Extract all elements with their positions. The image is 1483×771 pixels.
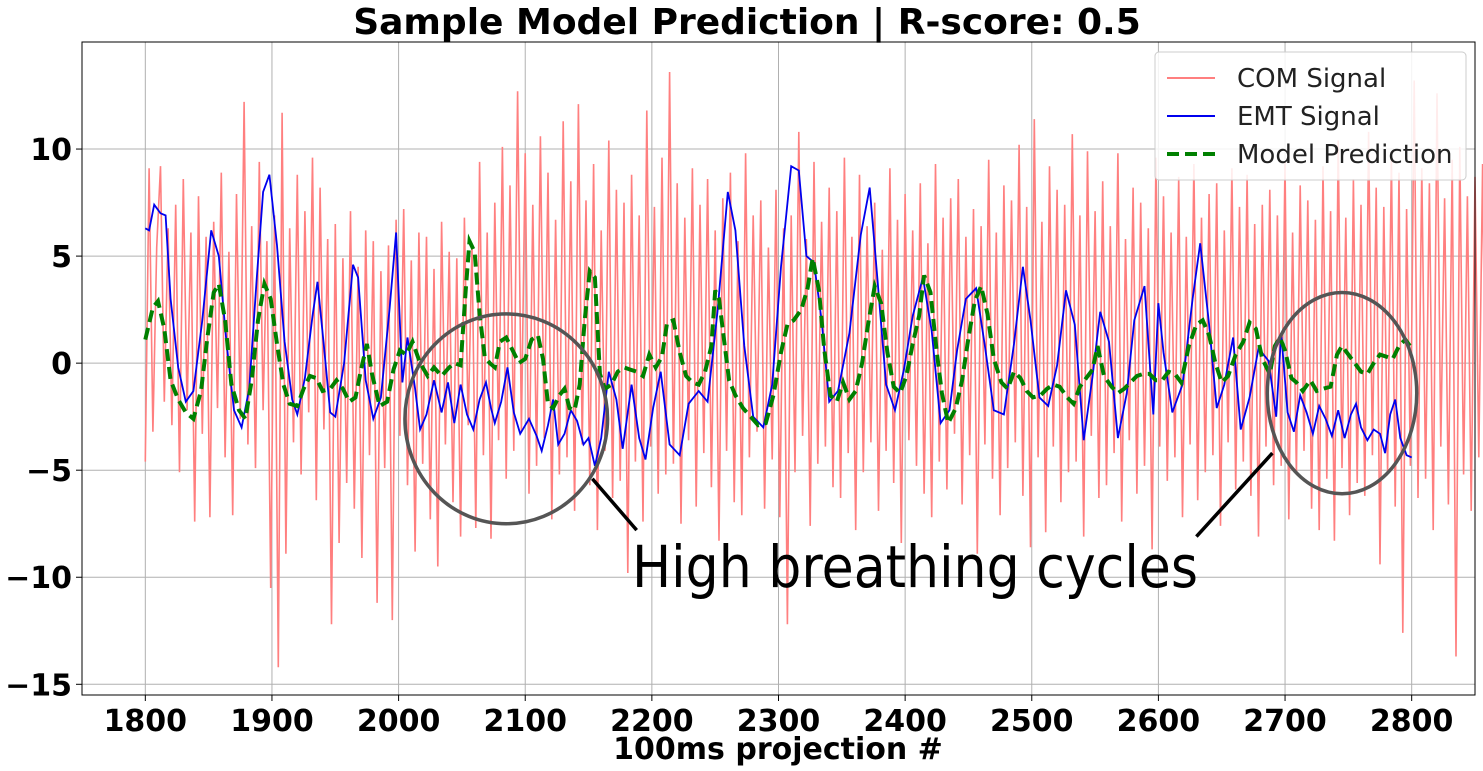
- chart-title: Sample Model Prediction | R-score: 0.5: [353, 2, 1141, 43]
- x-tick-label: 2500: [990, 704, 1074, 739]
- annotation-pointer: [1195, 451, 1274, 538]
- x-tick-label: 2000: [357, 704, 441, 739]
- y-tick-label: −5: [26, 454, 72, 489]
- legend-label: COM Signal: [1237, 64, 1386, 94]
- x-tick-label: 2800: [1370, 704, 1454, 739]
- x-tick-label: 2600: [1117, 704, 1201, 739]
- annotation-pointer: [591, 477, 638, 532]
- annotation: High breathing cycles: [403, 290, 1419, 601]
- x-tick-label: 2400: [863, 704, 947, 739]
- y-tick-label: −10: [5, 561, 72, 596]
- y-axis-ticks: −15 −10 −5 0 5 10: [5, 133, 82, 703]
- x-axis-ticks: 1800 1900 2000 2100 2200 2300 2400 2500 2600 2700…: [104, 695, 1454, 739]
- legend-label: EMT Signal: [1237, 102, 1380, 132]
- x-tick-label: 1800: [104, 704, 188, 739]
- model-prediction-line: [143, 233, 1414, 430]
- legend-box: [1154, 51, 1467, 181]
- x-tick-label: 2100: [483, 704, 567, 739]
- emt-signal-line: [144, 164, 1413, 467]
- y-tick-label: 5: [51, 240, 72, 275]
- annotation-circle: [403, 312, 610, 526]
- series-com-signal: [144, 71, 1483, 668]
- y-tick-label: −15: [5, 668, 72, 703]
- y-tick-label: 10: [30, 133, 72, 168]
- x-tick-label: 1900: [230, 704, 314, 739]
- x-tick-label: 2700: [1243, 704, 1327, 739]
- x-tick-label: 2300: [737, 704, 821, 739]
- annotation-circle: [1265, 290, 1419, 496]
- x-axis-label: 100ms projection #: [613, 732, 943, 767]
- y-tick-label: 0: [51, 347, 72, 382]
- com-signal-line: [144, 71, 1483, 668]
- legend: COM Signal EMT Signal Model Prediction: [1154, 51, 1467, 181]
- series-model-prediction: [143, 233, 1414, 430]
- series-emt-signal: [144, 164, 1413, 467]
- x-tick-label: 2200: [610, 704, 694, 739]
- legend-label: Model Prediction: [1237, 140, 1453, 170]
- annotation-text: High breathing cycles: [632, 533, 1198, 601]
